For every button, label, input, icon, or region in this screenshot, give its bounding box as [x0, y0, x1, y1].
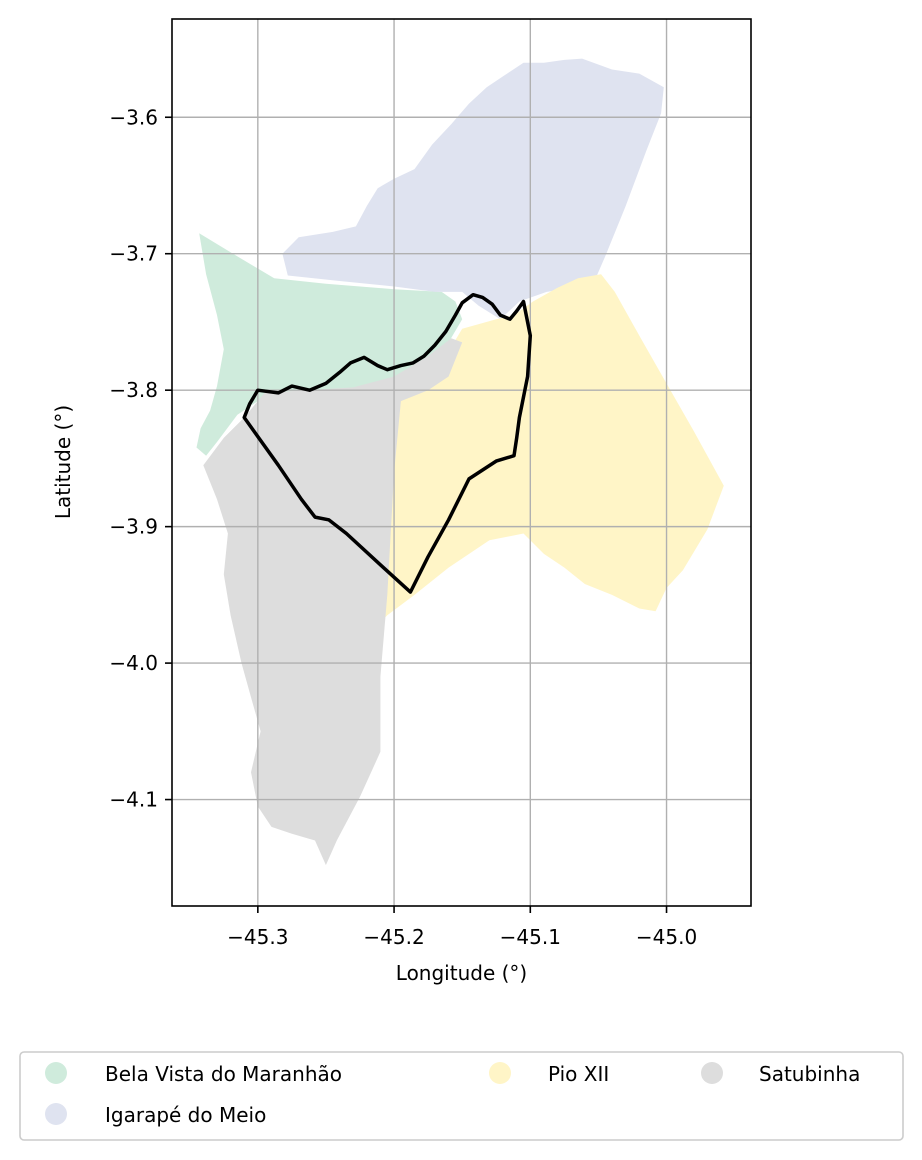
legend: Bela Vista do Maranhão Pio XII Satubinha…: [19, 1051, 904, 1141]
x-axis-title: Longitude (°): [396, 961, 527, 985]
legend-label-bela-vista: Bela Vista do Maranhão: [105, 1062, 342, 1086]
y-tick-label-0: −3.6: [109, 105, 158, 129]
y-tick-label-4: −4.0: [109, 651, 158, 675]
legend-item-igarape: Igarapé do Meio: [45, 1103, 266, 1127]
legend-label-igarape: Igarapé do Meio: [105, 1103, 266, 1127]
y-tick-label-3: −3.9: [109, 515, 158, 539]
study-area-outline: [242, 292, 533, 594]
grid-lines: [172, 19, 751, 906]
legend-marker-bela-vista: [45, 1062, 67, 1084]
axis-ticks: −45.3 −45.2 −45.1 −45.0 −3.6 −3.7 −3.8 −3.9 −4.0…: [109, 105, 697, 949]
x-tick-label-1: −45.2: [363, 925, 424, 949]
legend-label-satubinha: Satubinha: [759, 1062, 860, 1086]
legend-box: [19, 1051, 904, 1141]
y-axis-title: Latitude (°): [51, 405, 75, 519]
y-tick-label-2: −3.8: [109, 378, 158, 402]
plot-frame: [171, 18, 752, 907]
x-tick-label-3: −45.0: [636, 925, 697, 949]
region-igarape-do-meio: [282, 58, 664, 320]
region-satubinha: [203, 338, 463, 866]
legend-marker-pio-xii: [489, 1062, 511, 1084]
legend-marker-satubinha: [701, 1062, 723, 1084]
legend-label-pio-xii: Pio XII: [548, 1062, 609, 1086]
legend-item-bela-vista: Bela Vista do Maranhão: [45, 1062, 342, 1086]
outline-layer: [242, 292, 533, 594]
legend-item-pio-xii: Pio XII: [489, 1062, 609, 1086]
region-pio-xii: [360, 274, 724, 707]
x-tick-label-0: −45.3: [227, 925, 288, 949]
legend-item-satubinha: Satubinha: [701, 1062, 860, 1086]
y-tick-label-1: −3.7: [109, 242, 158, 266]
x-tick-label-2: −45.1: [500, 925, 561, 949]
y-tick-label-5: −4.1: [109, 788, 158, 812]
legend-marker-igarape: [45, 1103, 67, 1125]
